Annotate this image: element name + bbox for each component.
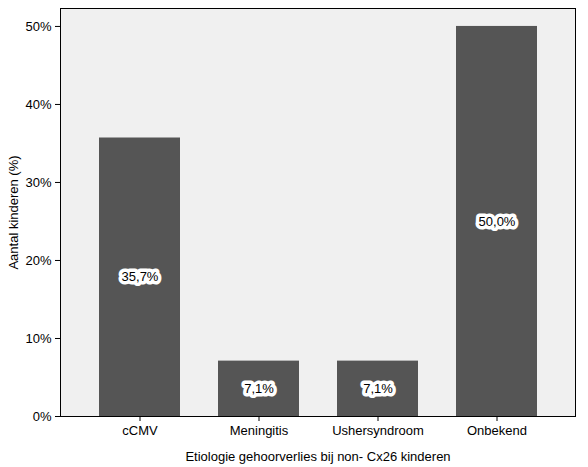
svg-text:40%: 40%	[25, 97, 51, 112]
svg-text:10%: 10%	[25, 331, 51, 346]
svg-text:cCMV: cCMV	[122, 423, 158, 438]
svg-text:7,1%: 7,1%	[244, 381, 274, 396]
svg-text:50,0%: 50,0%	[479, 214, 516, 229]
svg-text:0%: 0%	[33, 409, 52, 424]
svg-text:Onbekend: Onbekend	[467, 423, 527, 438]
svg-text:Ushersyndroom: Ushersyndroom	[332, 423, 424, 438]
svg-text:Etiologie gehoorverlies bij no: Etiologie gehoorverlies bij non- Cx26 ki…	[185, 449, 450, 464]
svg-text:7,1%: 7,1%	[363, 381, 393, 396]
svg-text:35,7%: 35,7%	[122, 269, 159, 284]
svg-text:20%: 20%	[25, 253, 51, 268]
svg-text:Meningitis: Meningitis	[230, 423, 289, 438]
svg-text:50%: 50%	[25, 19, 51, 34]
svg-text:Aantal kinderen (%): Aantal kinderen (%)	[6, 155, 21, 269]
svg-text:30%: 30%	[25, 175, 51, 190]
